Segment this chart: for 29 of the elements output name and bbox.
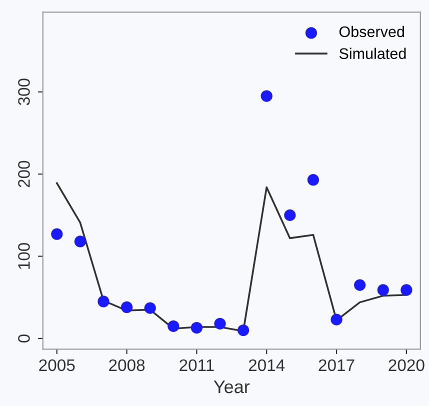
x-tick-label: 2014: [248, 359, 285, 372]
point: [214, 318, 226, 330]
y-tick-label: 0: [18, 334, 30, 342]
point: [260, 90, 272, 102]
point: [51, 228, 63, 240]
y-tick-label: 300: [18, 78, 30, 106]
point: [400, 284, 412, 296]
y-tick-label: 100: [18, 243, 30, 269]
point: [354, 279, 366, 291]
y-tick-label: 200: [18, 160, 30, 188]
x-tick-label: 2011: [180, 359, 214, 372]
point: [377, 284, 389, 296]
x-tick-label: 2008: [109, 359, 145, 372]
point: [74, 236, 86, 248]
legend-label: Observed: [339, 26, 404, 38]
point: [144, 302, 156, 314]
point: [190, 322, 203, 334]
x-tick-label: 2020: [388, 359, 424, 372]
point: [330, 314, 342, 326]
point: [307, 174, 320, 186]
legend-label: Simulated: [339, 48, 406, 60]
x-tick-label: 2005: [39, 359, 75, 372]
point: [284, 209, 296, 221]
x-axis-title: Year: [214, 380, 250, 394]
point: [120, 301, 133, 314]
point: [98, 296, 110, 308]
point: [238, 324, 250, 336]
point: [168, 320, 180, 332]
x-tick-label: 2017: [318, 359, 354, 372]
